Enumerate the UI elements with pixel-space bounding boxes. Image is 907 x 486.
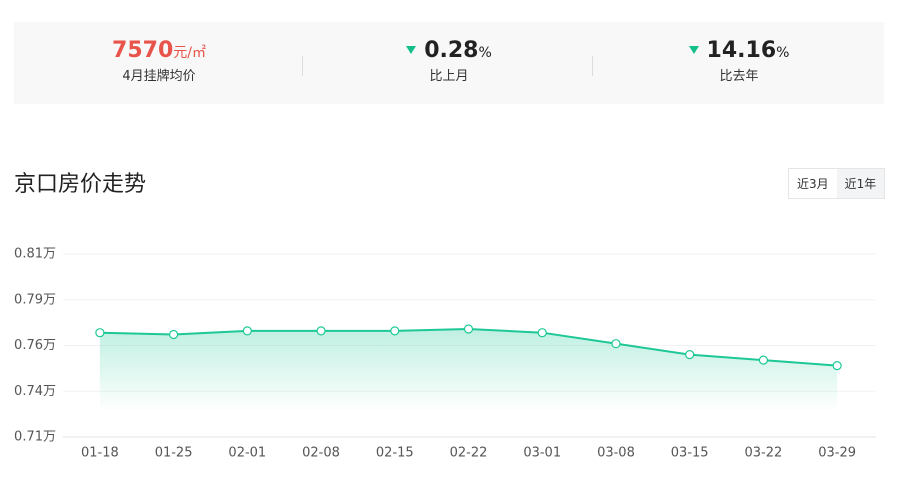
stat: 14.16% 比去年 (594, 38, 884, 84)
separator (592, 56, 593, 76)
point (832, 361, 842, 371)
x-tick-label: 02-08 (302, 446, 340, 461)
point (168, 329, 179, 340)
stat: 7570元/㎡ 4月挂牌均价 (14, 38, 304, 84)
x-tick-label: 01-18 (81, 446, 119, 461)
range-button[interactable]: 近1年 (836, 169, 885, 198)
stats-panel: 7570元/㎡ 4月挂牌均价 0.28% 比上月 14.16% 比去年 (14, 22, 884, 104)
point (685, 350, 695, 360)
point (316, 326, 326, 336)
x-tick-label: 03-08 (597, 446, 635, 461)
stat-unit: 元/㎡ (173, 45, 206, 61)
stat-value: 0.28 (424, 38, 479, 63)
x-tick-label: 03-01 (523, 446, 561, 461)
area (99, 329, 838, 412)
range-toggle: 近3月 近1年 (788, 168, 886, 199)
point (758, 355, 769, 365)
section-title: 京口房价走势 (14, 172, 147, 197)
x-tick-label: 03-15 (671, 446, 709, 461)
down-icon (406, 46, 417, 54)
x-tick-label: 02-15 (376, 446, 414, 461)
stat-label: 比去年 (719, 69, 759, 84)
point (537, 328, 547, 338)
x-tick-label: 01-25 (155, 446, 193, 461)
point (611, 339, 621, 349)
y-tick-label: 0.74万 (14, 384, 56, 399)
point (242, 326, 252, 336)
stat-value: 14.16 (706, 38, 777, 63)
y-tick-label: 0.81万 (14, 247, 56, 262)
stat-unit: % (478, 45, 492, 61)
separator (302, 56, 303, 76)
point (463, 324, 474, 334)
y-tick-label: 0.71万 (14, 430, 56, 445)
range-button[interactable]: 近3月 (789, 169, 837, 198)
x-tick-label: 02-22 (450, 446, 488, 461)
down-icon (688, 46, 699, 54)
y-tick-label: 0.76万 (14, 338, 56, 353)
point (390, 326, 400, 336)
stat-value: 7570 (112, 38, 174, 63)
stat-label: 比上月 (429, 69, 469, 84)
point (95, 328, 105, 338)
y-tick-label: 0.79万 (14, 292, 56, 307)
stat-label: 4月挂牌均价 (122, 69, 196, 84)
x-tick-label: 03-29 (818, 446, 856, 461)
x-tick-label: 03-22 (745, 446, 783, 461)
stat: 0.28% 比上月 (304, 38, 594, 84)
stat-unit: % (776, 45, 790, 61)
x-tick-label: 02-01 (228, 446, 266, 461)
